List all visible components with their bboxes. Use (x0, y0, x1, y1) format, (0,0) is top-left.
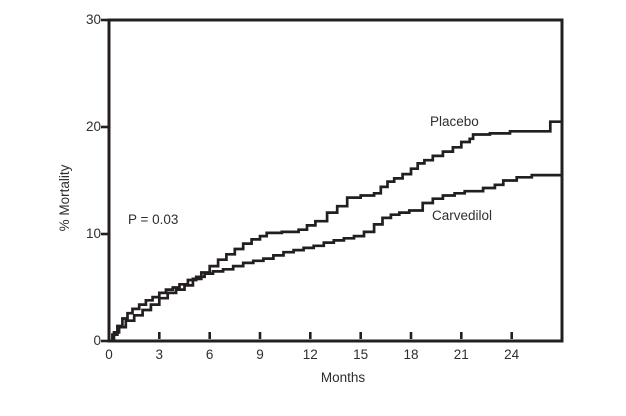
y-axis-label: % Mortality (57, 164, 72, 232)
y-tick-label: 10 (85, 226, 101, 241)
placebo-series-label: Placebo (430, 114, 479, 129)
x-tick-label: 3 (155, 347, 164, 362)
x-tick-label: 15 (353, 347, 369, 362)
x-tick-label: 24 (504, 347, 520, 362)
plot-border (107, 18, 564, 343)
x-tick-label: 21 (453, 347, 469, 362)
y-tick-label: 20 (85, 119, 101, 134)
x-tick-label: 18 (403, 347, 419, 362)
carvedilol-curve (109, 173, 562, 343)
x-tick-label: 12 (302, 347, 318, 362)
x-tick-label: 6 (205, 347, 214, 362)
y-tick-label: 0 (93, 333, 101, 348)
y-tick-label: 30 (85, 12, 101, 27)
carvedilol-series-label: Carvedilol (432, 208, 493, 223)
placebo-curve (109, 120, 562, 343)
p-value-annotation: P = 0.03 (128, 212, 179, 227)
x-tick-label: 9 (256, 347, 264, 362)
x-axis-label: Months (320, 370, 366, 385)
x-tick-label: 0 (105, 347, 113, 362)
